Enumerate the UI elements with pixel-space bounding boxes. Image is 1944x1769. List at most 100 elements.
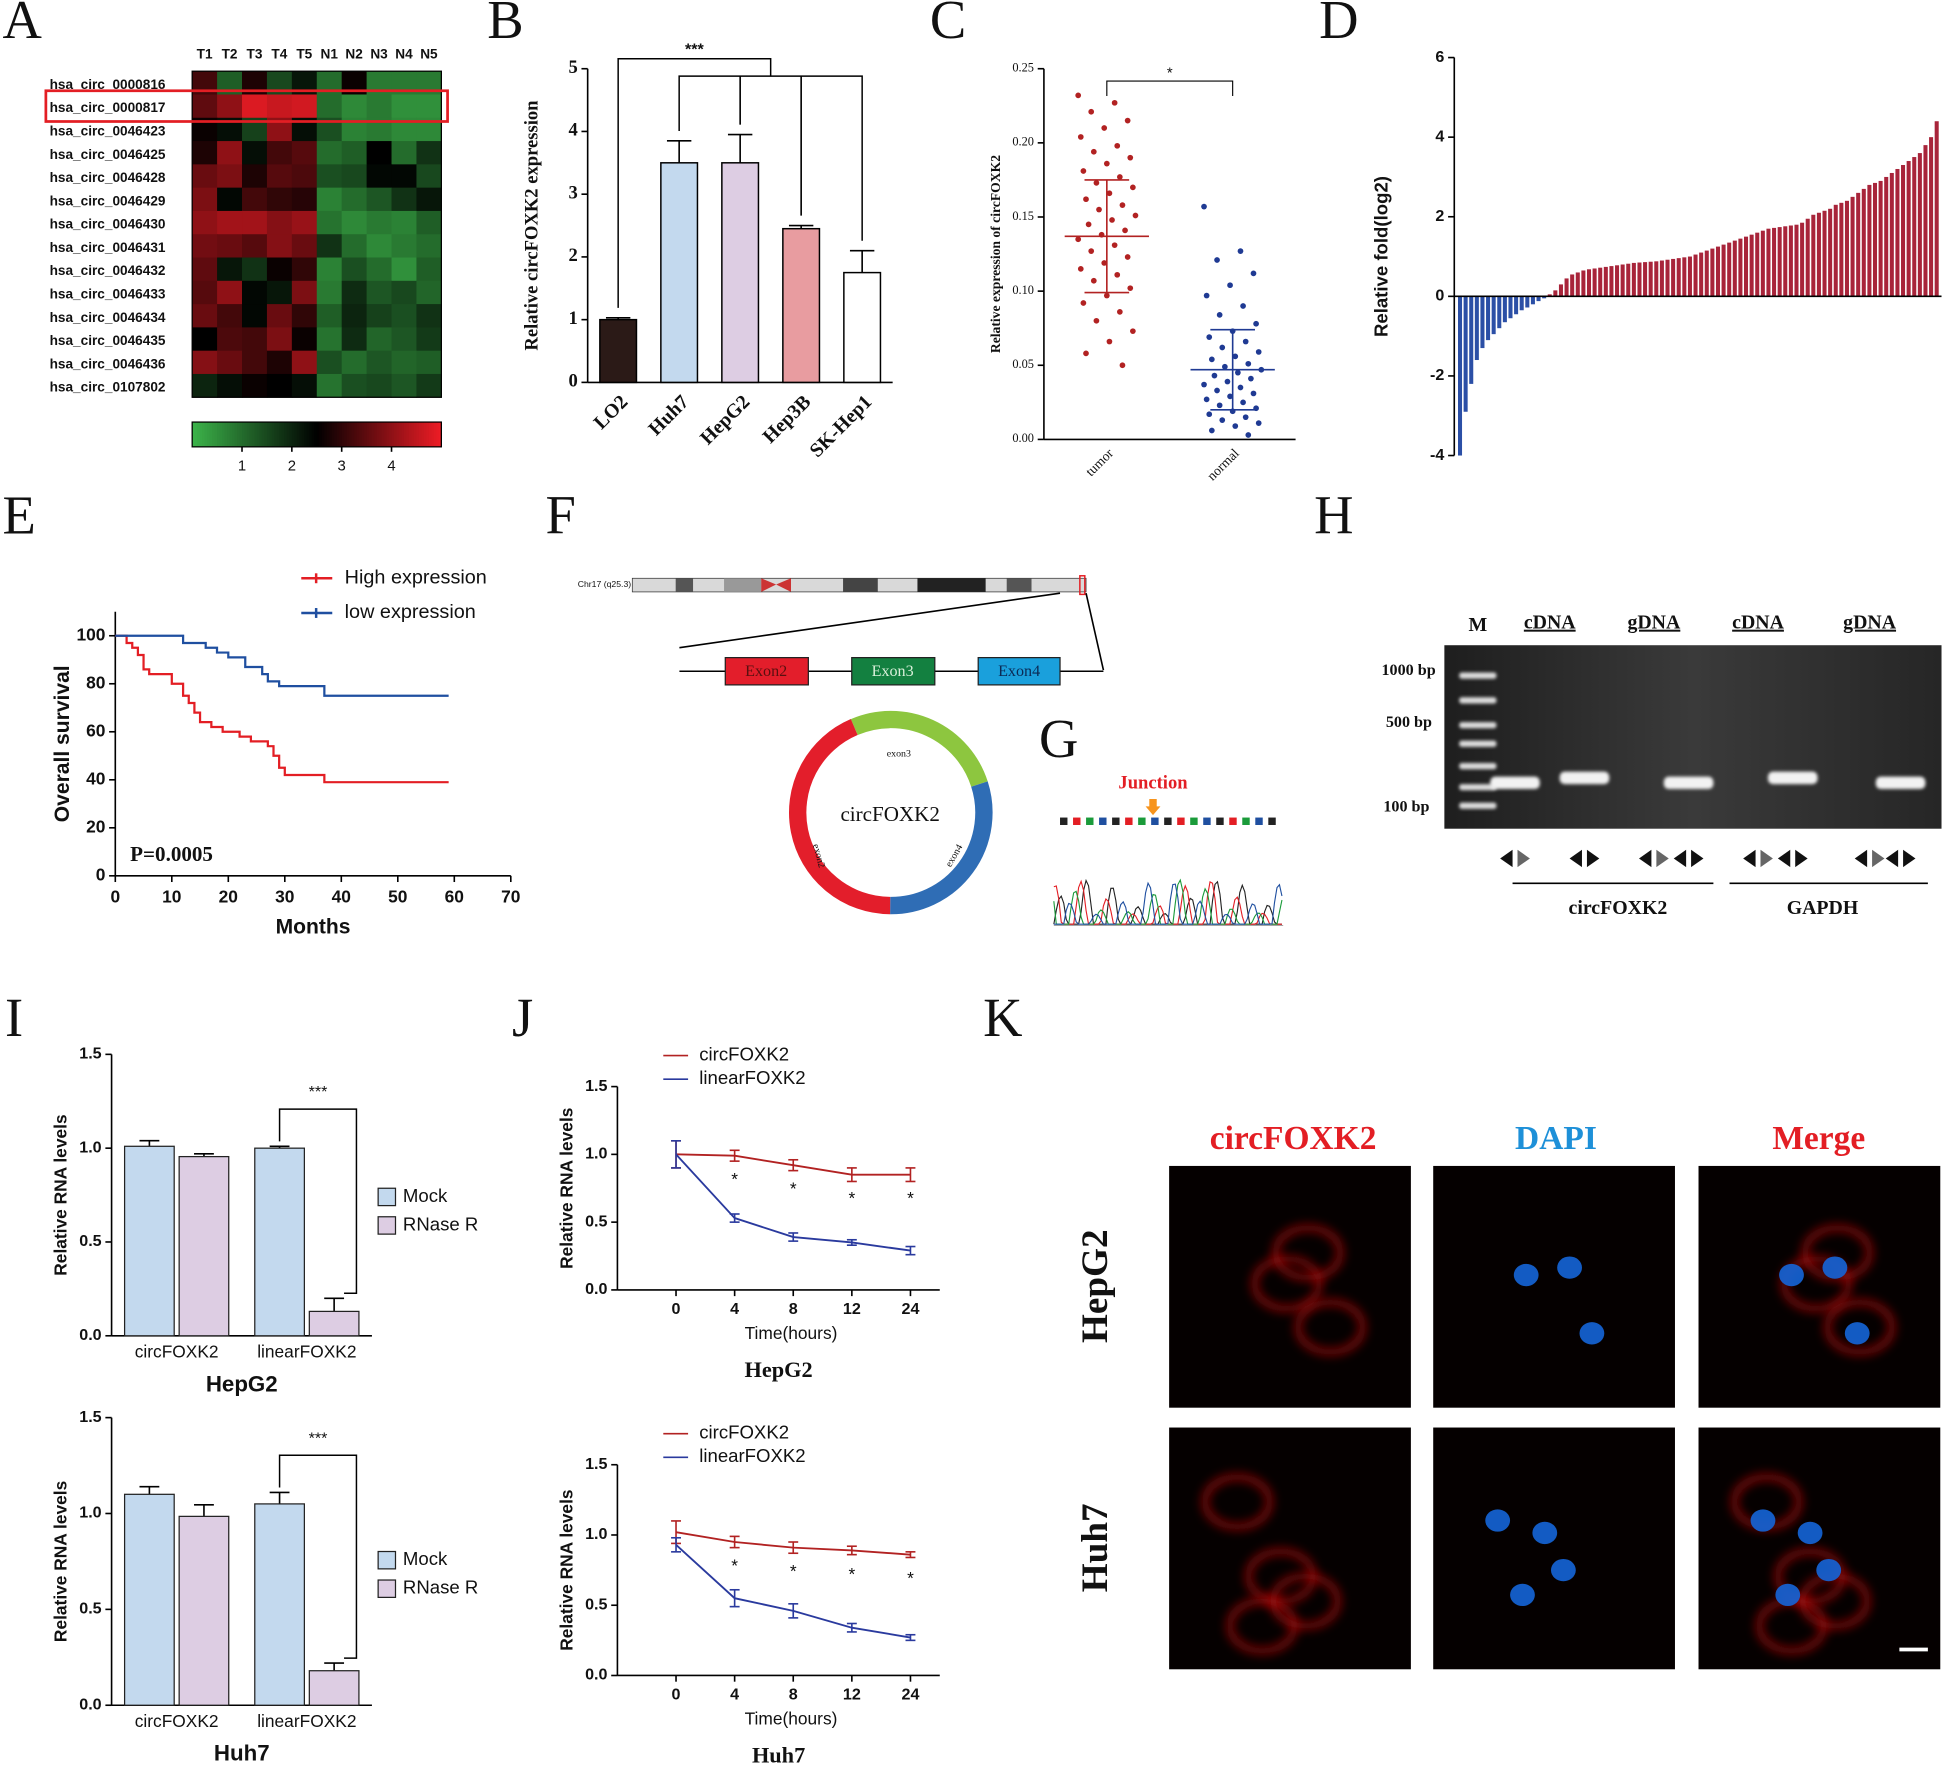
colorbar-cell (364, 422, 368, 447)
bar (1474, 296, 1479, 361)
bar (843, 271, 882, 384)
primer (1885, 849, 1899, 868)
heatmap-cell (291, 373, 318, 398)
panel-label: D (1319, 0, 1358, 50)
column-label: N4 (395, 47, 413, 62)
heatmap-cell (366, 257, 393, 282)
point (1208, 356, 1215, 363)
x-tick-label: 60 (445, 887, 464, 907)
point (1085, 221, 1092, 228)
heatmap-cell (341, 350, 368, 375)
heatmap-cell (242, 373, 268, 398)
line (675, 1544, 911, 1639)
nucleus (1485, 1509, 1511, 1532)
y-tick-label: 1.5 (585, 1455, 607, 1473)
column-label: T2 (222, 47, 238, 62)
bar (1710, 248, 1715, 297)
colorbar-cell (214, 422, 218, 447)
colorbar-cell (212, 422, 216, 447)
bar (1682, 257, 1687, 297)
heatmap-cell (366, 234, 393, 259)
y-tick-label: 0.25 (1012, 61, 1034, 75)
nucleus (1844, 1322, 1870, 1345)
micrograph (1169, 1165, 1411, 1408)
legend-label: High expression (345, 567, 487, 589)
colorbar-cell (204, 422, 208, 447)
colorbar-cell (371, 422, 375, 447)
heatmap-cell (366, 327, 393, 352)
colorbar-cell (286, 422, 290, 447)
y-tick-label: 0.5 (585, 1595, 607, 1613)
colorbar-cell (408, 422, 413, 447)
heatmap-cell (316, 164, 343, 189)
bar (123, 1145, 175, 1337)
bar (1693, 254, 1698, 297)
point (1203, 396, 1210, 403)
x-tick-label: linearFOXK2 (257, 1711, 356, 1731)
primer (1872, 849, 1885, 868)
bar (1772, 227, 1777, 297)
column-header: circFOXK2 (1210, 1120, 1377, 1157)
panel-k: circFOXK2 DAPI Merge HepG2 Huh7 (1075, 1120, 1941, 1670)
heatmap-cell (291, 280, 318, 305)
heatmap-cell (391, 187, 417, 212)
x-tick-label: 50 (388, 887, 407, 907)
bar (1867, 184, 1872, 297)
colorbar-cell (406, 422, 410, 447)
colorbar-cell (399, 422, 403, 447)
x-tick-label: 20 (219, 887, 238, 907)
nucleus (1822, 1256, 1848, 1279)
colorbar-cell (339, 422, 343, 447)
heatmap-cell (316, 94, 343, 119)
colorbar-cell (311, 422, 315, 447)
heatmap-cell (341, 373, 368, 398)
heatmap-cell (316, 350, 343, 375)
colorbar-cell (369, 422, 373, 447)
annotation: *** (685, 40, 705, 58)
annotation: * (1167, 66, 1173, 82)
bar (1912, 157, 1917, 297)
bar (1654, 261, 1659, 297)
heatmap-cell (217, 280, 243, 305)
heatmap-cell (192, 304, 218, 328)
primer (1691, 849, 1704, 868)
chromatogram (1053, 878, 1282, 925)
heatmap-cell (341, 304, 368, 328)
bar (1744, 236, 1749, 297)
heatmap-cell (192, 280, 218, 305)
bar (1895, 168, 1900, 297)
x-tick-label: Huh7 (644, 391, 693, 440)
nucleus (1579, 1322, 1605, 1345)
colorbar-cell (209, 422, 213, 447)
colorbar-cell (264, 422, 268, 447)
row-label: hsa_circ_0046433 (50, 287, 166, 302)
heatmap-cell (217, 210, 243, 235)
bar (1777, 227, 1782, 297)
primer (1673, 849, 1687, 868)
heatmap-cell (341, 280, 368, 305)
bar (1844, 200, 1849, 297)
arc-label: exon2 (810, 843, 827, 869)
colorbar-cell (199, 422, 203, 447)
bar (1828, 208, 1833, 297)
y-tick-label: 3 (568, 182, 577, 203)
colorbar-cell (284, 422, 288, 447)
chart-title: Huh7 (752, 1742, 805, 1767)
point (1232, 353, 1239, 360)
heatmap-cell (341, 164, 368, 189)
micrograph (1698, 1427, 1941, 1670)
bar (1856, 192, 1861, 297)
significance: * (790, 1179, 797, 1199)
heatmap-cell (366, 117, 393, 142)
annotation: P=0.0005 (130, 842, 213, 866)
heatmap-cell (416, 164, 442, 189)
heatmap-cell (217, 71, 243, 95)
bar (308, 1310, 360, 1337)
legend-label: Mock (403, 1185, 448, 1206)
lane-label: gDNA (1627, 612, 1681, 634)
colorbar-cell (314, 422, 318, 447)
heatmap-cell (242, 280, 268, 305)
x-axis-label: Time(hours) (745, 1709, 838, 1729)
point (1132, 212, 1139, 219)
heatmap-cell (266, 141, 293, 165)
